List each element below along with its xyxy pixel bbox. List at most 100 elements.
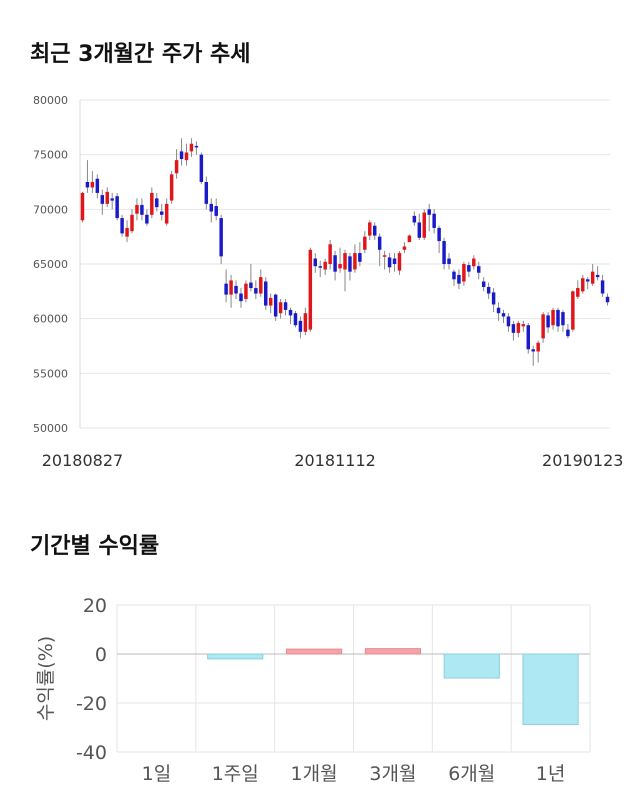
candle-body — [546, 315, 550, 328]
candle-body — [585, 279, 590, 282]
candle-body — [576, 288, 580, 297]
candle-body — [194, 145, 199, 148]
candle-body — [392, 258, 397, 264]
candle-body — [516, 323, 521, 333]
candle-body — [234, 285, 238, 294]
candle-body — [566, 329, 570, 337]
candle-body — [328, 244, 332, 264]
candle-body — [377, 236, 382, 250]
candle-body — [581, 278, 585, 292]
candle-body — [447, 258, 451, 264]
candle-body — [333, 255, 337, 272]
y-tick-label: 80000 — [33, 94, 68, 107]
candlestick-chart: 50000 55000 60000 65000 70000 75000 80000 20180… — [33, 94, 623, 470]
candle-body — [571, 291, 575, 330]
x-category-label: 1주일 — [212, 763, 259, 785]
candle-body — [457, 274, 461, 284]
candle-body — [110, 198, 114, 201]
candle-body — [214, 206, 218, 216]
candle-body — [204, 182, 209, 204]
x-category-label: 1년 — [536, 763, 566, 785]
candle-body — [561, 312, 565, 326]
x-tick-label: 20180827 — [42, 451, 123, 470]
candle-body — [105, 191, 109, 204]
candle-body — [605, 296, 610, 303]
candle-body — [125, 227, 129, 237]
candle-body — [164, 203, 169, 224]
candle-body — [244, 283, 248, 299]
candle-body — [506, 316, 511, 327]
return-bar — [285, 648, 343, 655]
candle-body — [90, 182, 95, 188]
candle-body — [372, 225, 377, 236]
x-tick-label: 20181112 — [294, 451, 375, 470]
candle-body — [442, 241, 446, 264]
candle-body — [189, 143, 194, 152]
candle-body — [135, 204, 139, 214]
candle-body — [323, 261, 327, 270]
x-category-label: 3개월 — [369, 763, 416, 785]
x-category-label: 1개월 — [291, 763, 338, 785]
candle-body — [368, 222, 372, 236]
candle-body — [169, 174, 174, 201]
candle-body — [259, 277, 263, 294]
candle-body — [120, 218, 124, 234]
candle-body — [179, 151, 184, 160]
candle-body — [382, 255, 387, 257]
returns-chart-title: 기간별 수익률 — [30, 534, 160, 559]
candle-chart-title: 최근 3개월간 주가 추세 — [30, 42, 251, 67]
candle-body — [155, 198, 159, 208]
candle-body — [308, 249, 313, 330]
x-category-label: 6개월 — [448, 763, 495, 785]
candle-body — [556, 309, 560, 327]
candle-body — [511, 324, 516, 333]
candle-body — [303, 313, 308, 332]
return-bar — [364, 648, 422, 655]
candle-body — [526, 325, 531, 350]
return-bar — [522, 653, 579, 726]
candle-body — [159, 211, 164, 215]
candle-body — [531, 349, 535, 352]
candle-body — [85, 182, 90, 188]
candle-body — [140, 204, 144, 215]
y-tick-label: -40 — [76, 742, 107, 764]
candle-body — [209, 203, 213, 212]
y-tick-label: 0 — [95, 644, 107, 666]
candle-body — [417, 222, 422, 238]
candle-body — [412, 215, 417, 223]
candle-body — [462, 264, 466, 282]
candle-body — [521, 324, 526, 327]
candle-body — [224, 283, 228, 295]
candle-body — [199, 154, 204, 182]
candle-body — [268, 297, 273, 306]
candle-body — [437, 227, 441, 242]
candle-body — [496, 307, 501, 314]
candle-body — [100, 195, 105, 204]
x-category-label: 1일 — [142, 763, 172, 785]
y-tick-label: 75000 — [33, 149, 68, 162]
candle-body — [150, 192, 154, 215]
candle-body — [288, 309, 293, 316]
candle-body — [313, 258, 318, 267]
candle-body — [239, 293, 243, 302]
y-tick-label: 65000 — [33, 258, 68, 271]
y-tick-label: 50000 — [33, 422, 68, 435]
candle-body — [318, 266, 322, 268]
candle-body — [432, 213, 436, 228]
candle-body — [184, 152, 189, 161]
candle-body — [363, 236, 367, 250]
candle-body — [422, 212, 426, 238]
candle-body — [452, 271, 456, 280]
candle-body — [115, 196, 119, 219]
candle-body — [264, 281, 268, 306]
candle-body — [600, 280, 605, 294]
candle-body — [536, 342, 540, 352]
candle-body — [249, 282, 253, 289]
candle-body — [551, 309, 555, 326]
candle-body — [467, 265, 471, 272]
candle-body — [353, 253, 357, 270]
y-tick-label: 55000 — [33, 367, 68, 380]
candle-body — [358, 253, 362, 262]
candle-body — [174, 160, 179, 174]
